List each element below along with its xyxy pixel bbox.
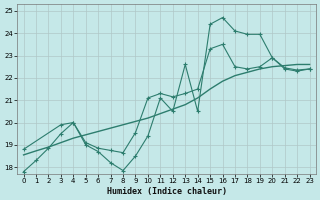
X-axis label: Humidex (Indice chaleur): Humidex (Indice chaleur) <box>107 187 227 196</box>
